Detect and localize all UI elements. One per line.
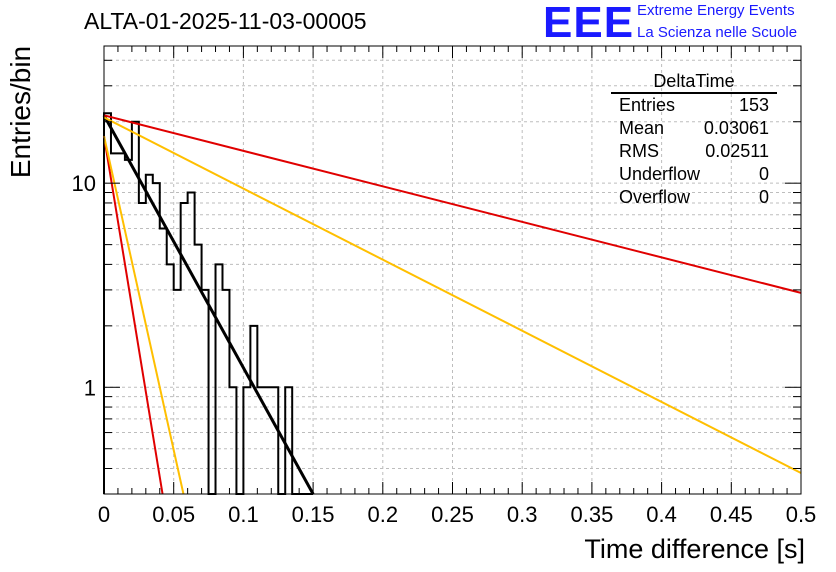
stats-value: 0.02511: [705, 141, 769, 161]
stats-row-overflow: Overflow 0: [611, 186, 777, 209]
x-tick-label: 0.25: [431, 502, 474, 527]
stats-label: Entries: [619, 95, 676, 115]
x-tick-label: 0.05: [152, 502, 195, 527]
stats-label: Overflow: [619, 187, 691, 207]
x-tick-label: 0.4: [646, 502, 677, 527]
stats-row-mean: Mean 0.03061: [611, 117, 777, 140]
series-band-red-upper: [103, 114, 802, 294]
x-tick-label: 0.35: [570, 502, 613, 527]
x-tick-label: 0.3: [507, 502, 538, 527]
stats-value: 0.03061: [703, 118, 769, 138]
stats-label: RMS: [619, 141, 659, 161]
eee-logo-line1: Extreme Energy Events: [637, 2, 795, 19]
eee-logo-mark: EEE: [543, 0, 635, 47]
y-tick-label: 1: [84, 375, 96, 400]
x-tick-label: 0.2: [368, 502, 399, 527]
stats-value: 153: [738, 95, 769, 115]
stats-label: Underflow: [619, 164, 701, 184]
stats-name: DeltaTime: [611, 70, 777, 94]
y-tick-label: 10: [72, 171, 96, 196]
stats-value: 0: [758, 164, 769, 184]
stats-row-rms: RMS 0.02511: [611, 140, 777, 163]
x-tick-label: 0.15: [292, 502, 335, 527]
stats-box: DeltaTime Entries 153 Mean 0.03061 RMS 0…: [611, 70, 777, 209]
x-tick-label: 0: [98, 502, 110, 527]
stats-row-underflow: Underflow 0: [611, 163, 777, 186]
stats-row-entries: Entries 153: [611, 94, 777, 117]
x-axis-label: Time difference [s]: [584, 534, 805, 564]
series-band-red-lower: [103, 135, 164, 495]
chart-title: ALTA-01-2025-11-03-00005: [84, 8, 367, 34]
series-fit: [102, 114, 315, 495]
x-tick-label: 0.1: [228, 502, 259, 527]
series-band-yellow-upper: [103, 116, 802, 474]
x-tick-label: 0.45: [710, 502, 753, 527]
eee-logo-line2: La Scienza nelle Scuole: [637, 24, 798, 41]
x-tick-label: 0.5: [786, 502, 817, 527]
series-band-yellow-lower: [103, 135, 185, 495]
stats-label: Mean: [619, 118, 665, 138]
stats-value: 0: [758, 187, 769, 207]
